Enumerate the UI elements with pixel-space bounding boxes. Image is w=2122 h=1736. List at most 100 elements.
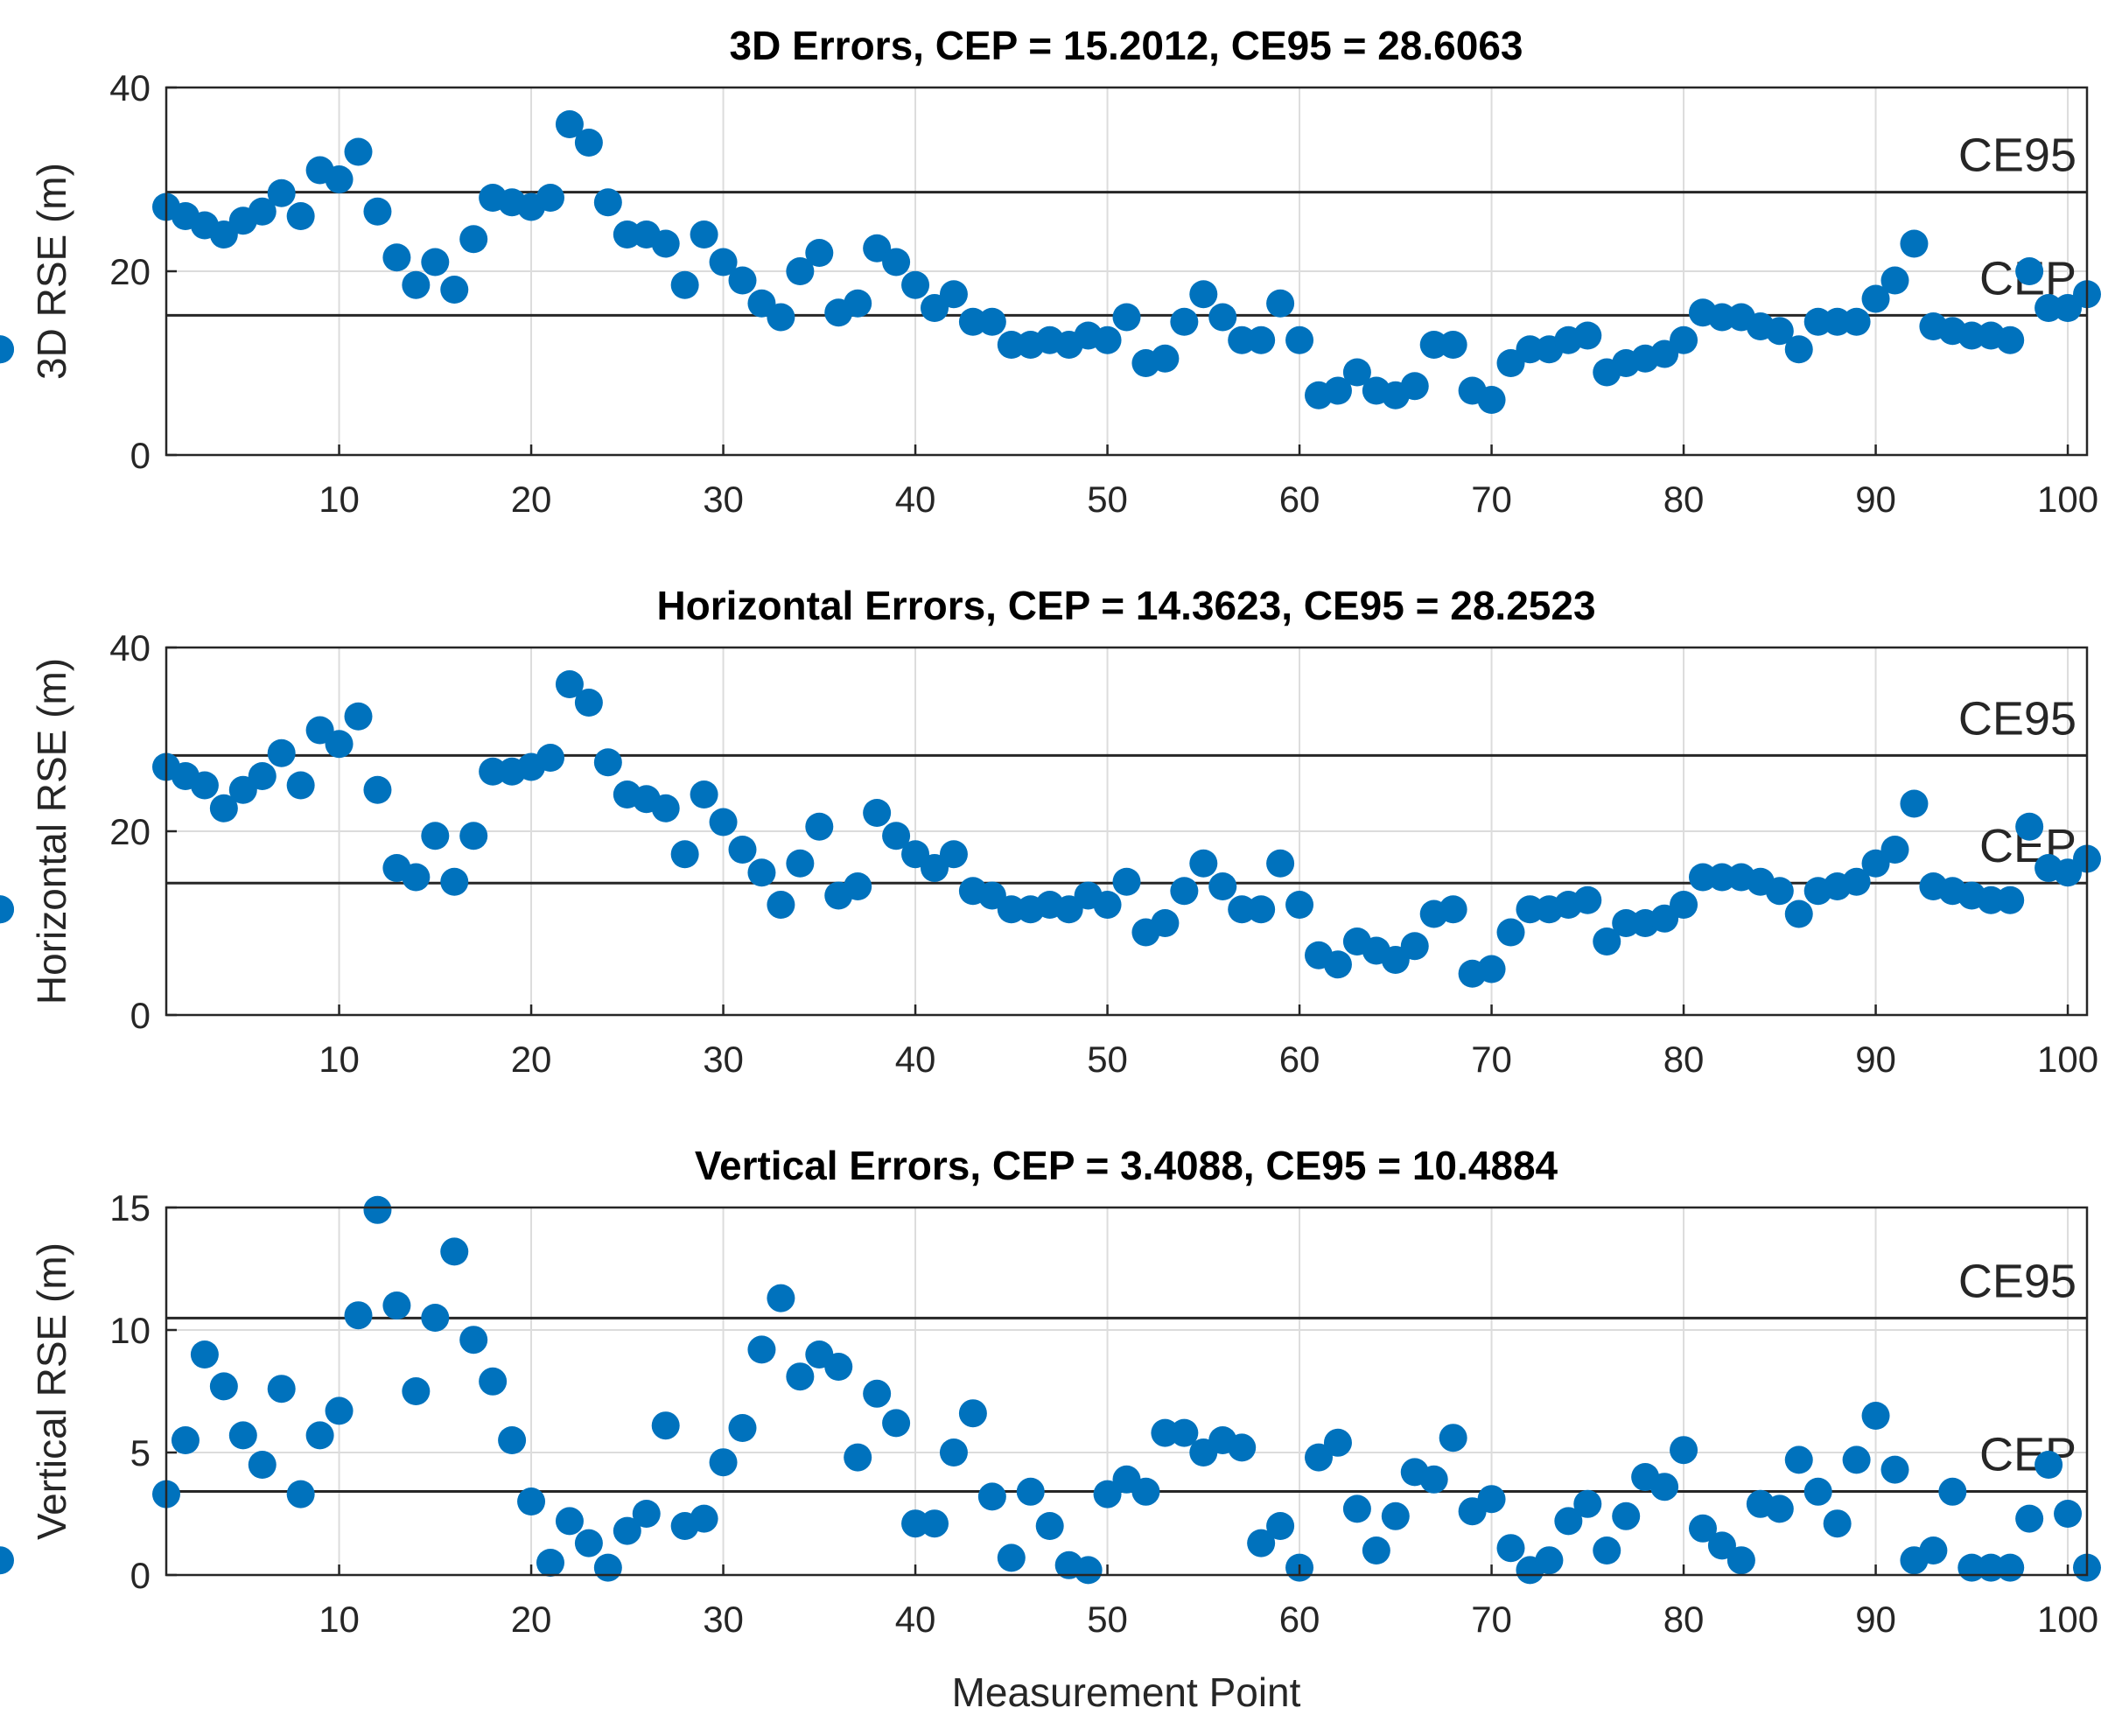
data-point <box>1919 1536 1948 1564</box>
data-point <box>1573 1489 1602 1518</box>
data-point <box>1477 1485 1506 1514</box>
data-point <box>1823 307 1852 336</box>
data-point <box>1573 886 1602 914</box>
plot-horizontal-title: Horizontal Errors, CEP = 14.3623, CE95 =… <box>656 583 1595 628</box>
data-point <box>747 1335 776 1364</box>
plot-horizontal-ylabel: Horizontal RSE (m) <box>29 658 74 1004</box>
data-point <box>2015 1504 2044 1533</box>
data-point <box>248 197 277 226</box>
data-point <box>1516 895 1544 924</box>
data-point <box>248 762 277 790</box>
data-point <box>2015 257 2044 285</box>
data-point <box>1880 836 1909 864</box>
x-tick-label: 30 <box>703 1599 744 1640</box>
data-points <box>0 670 2101 988</box>
data-point <box>286 771 315 800</box>
data-point <box>709 248 738 276</box>
data-point <box>1996 886 2025 914</box>
data-point <box>1900 789 1929 818</box>
data-point <box>805 239 834 267</box>
data-point <box>363 775 392 804</box>
data-point <box>1285 326 1314 354</box>
tick-labels: 10 20 30 40 50 60 70 80 90 100 0 20 40 <box>109 627 2098 1080</box>
data-point <box>555 1507 584 1536</box>
data-point <box>1035 1512 1064 1540</box>
data-point <box>2034 294 2063 322</box>
data-point <box>1151 909 1180 937</box>
data-point <box>382 1292 411 1320</box>
data-point <box>382 243 411 272</box>
data-point <box>536 1549 564 1577</box>
x-tick-label: 50 <box>1087 1039 1128 1080</box>
data-point <box>402 1377 431 1405</box>
data-point <box>459 1326 488 1354</box>
grid-lines <box>166 648 2087 1015</box>
y-tick-label: 10 <box>109 1310 151 1351</box>
data-point <box>767 1284 795 1312</box>
data-point <box>1670 891 1698 919</box>
data-point <box>767 891 795 919</box>
x-tick-label: 50 <box>1087 1599 1128 1640</box>
data-point <box>440 867 469 896</box>
data-point <box>593 1553 622 1582</box>
data-point <box>1439 1424 1467 1452</box>
data-point <box>325 165 354 193</box>
x-tick-label: 100 <box>2037 1039 2098 1080</box>
data-point <box>1419 331 1448 359</box>
x-tick-label: 60 <box>1279 479 1320 520</box>
y-tick-label: 20 <box>109 811 151 852</box>
data-point <box>1477 386 1506 414</box>
data-point <box>1496 1534 1525 1563</box>
data-point <box>2034 1451 2063 1479</box>
data-point <box>1151 344 1180 373</box>
data-point <box>786 257 815 285</box>
data-point <box>767 303 795 332</box>
data-point <box>325 1396 354 1425</box>
data-point <box>1707 303 1736 332</box>
x-tick-label: 70 <box>1471 1599 1512 1640</box>
x-tick-label: 100 <box>2037 1599 2098 1640</box>
data-point <box>977 1482 1006 1511</box>
data-point <box>363 1195 392 1224</box>
data-point <box>613 1516 641 1545</box>
data-point <box>1784 335 1813 364</box>
data-point <box>1861 1402 1890 1430</box>
data-point <box>0 335 14 364</box>
x-tick-label: 60 <box>1279 1039 1320 1080</box>
data-point <box>1170 1418 1199 1447</box>
x-tick-label: 70 <box>1471 479 1512 520</box>
data-point <box>1247 326 1276 354</box>
data-point <box>574 689 603 717</box>
data-point <box>1400 932 1429 961</box>
data-point <box>786 1362 815 1391</box>
data-point <box>209 794 238 822</box>
y-tick-label: 5 <box>130 1432 151 1474</box>
data-point <box>1823 1509 1852 1538</box>
data-point <box>1112 867 1141 896</box>
data-point <box>805 812 834 841</box>
data-point <box>344 702 373 731</box>
plot-3d-title: 3D Errors, CEP = 15.2012, CE95 = 28.6063 <box>730 23 1523 68</box>
data-point <box>1726 1546 1755 1575</box>
data-point <box>248 1451 277 1479</box>
y-tick-label: 15 <box>109 1187 151 1228</box>
data-point <box>228 1421 257 1450</box>
data-point <box>1093 891 1122 919</box>
tick-labels: 10 20 30 40 50 60 70 80 90 100 0 5 10 15 <box>109 1187 2098 1640</box>
x-tick-label: 10 <box>319 1039 360 1080</box>
data-point <box>1842 307 1871 336</box>
x-tick-label: 20 <box>511 479 552 520</box>
data-point <box>1689 863 1717 892</box>
x-tick-label: 100 <box>2037 479 2098 520</box>
x-tick-label: 30 <box>703 1039 744 1080</box>
data-point <box>709 808 738 836</box>
plot-vertical-xlabel: Measurement Point <box>952 1670 1301 1715</box>
data-point <box>1938 1477 1967 1506</box>
data-point <box>1112 303 1141 332</box>
data-point <box>536 744 564 772</box>
y-tick-label: 40 <box>109 67 151 108</box>
data-point <box>651 794 680 822</box>
data-point <box>1228 326 1257 354</box>
data-point <box>997 331 1026 359</box>
data-point <box>939 840 968 869</box>
